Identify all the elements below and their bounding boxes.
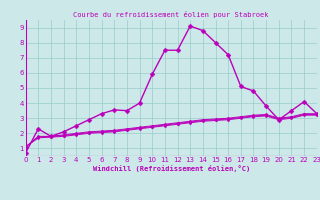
Title: Courbe du refroidissement éolien pour Stabroek: Courbe du refroidissement éolien pour St… bbox=[74, 11, 269, 18]
X-axis label: Windchill (Refroidissement éolien,°C): Windchill (Refroidissement éolien,°C) bbox=[92, 165, 250, 172]
